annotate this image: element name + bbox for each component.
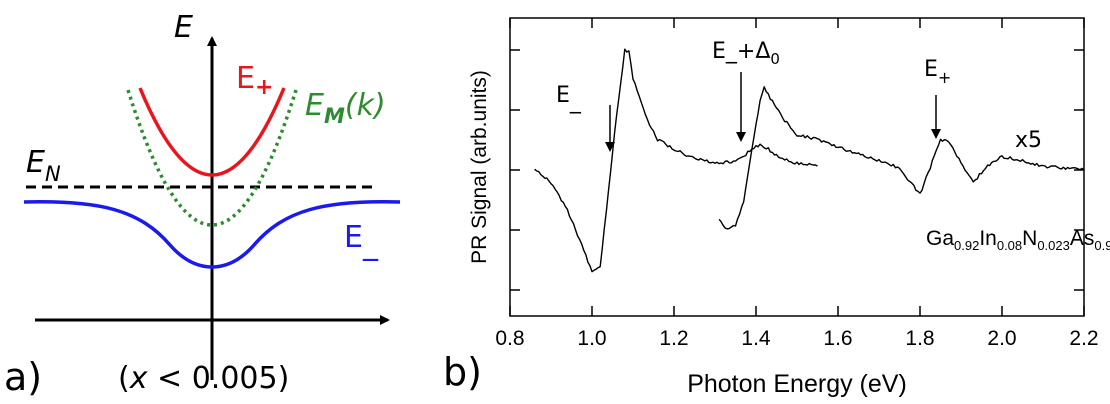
x-tick-label: 2.2 <box>1069 327 1098 350</box>
x-tick-label: 1.6 <box>823 327 852 350</box>
pr-series-2-line <box>718 86 1085 230</box>
annotation-e-plus: E+ <box>924 57 951 139</box>
panel-a: E EN E_ EM(k) E+ a) (x < 0.005) <box>4 10 401 399</box>
x-tick-label: 1.0 <box>577 327 606 350</box>
x-tick-label: 1.2 <box>659 327 688 350</box>
annotation-e-minus: E_ <box>556 83 615 152</box>
panel-a-energy-axis-label: E <box>174 10 193 45</box>
annotation-x5: x5 <box>1015 128 1042 153</box>
en-label: EN <box>26 145 61 186</box>
x-tick-labels: 0.8 1.0 1.2 1.4 1.6 1.8 2.0 2.2 <box>495 327 1098 350</box>
sample-composition: Ga0.92In0.08N0.023As0.977 <box>926 227 1110 253</box>
panel-a-condition: (x < 0.005) <box>118 361 289 396</box>
annotation-e-minus-label: E_ <box>556 83 582 114</box>
annotation-e-minus-delta-label: E_+Δ0 <box>712 39 780 68</box>
x-tick-label: 1.4 <box>741 327 771 350</box>
pr-series-1-line <box>534 48 818 273</box>
e-minus-curve <box>23 200 401 269</box>
e-minus-label: E_ <box>344 220 379 262</box>
plot-frame <box>509 17 1085 317</box>
x-tick-label: 0.8 <box>495 327 524 350</box>
panel-b-label: b) <box>443 350 482 394</box>
e-plus-label: E+ <box>236 61 273 100</box>
y-axis-label: PR Signal (arb.units) <box>468 70 491 264</box>
em-k-label: EM(k) <box>305 88 386 128</box>
y-ticks <box>510 49 1084 291</box>
annotation-e-plus-label: E+ <box>924 57 951 87</box>
panel-a-label: a) <box>4 355 42 399</box>
series-layer <box>534 48 1085 273</box>
annotation-e-minus-delta: E_+Δ0 <box>712 39 780 142</box>
e-plus-curve <box>138 87 286 177</box>
x-tick-label: 1.8 <box>905 327 934 350</box>
panel-b: 0.8 1.0 1.2 1.4 1.6 1.8 2.0 2.2 Photon Energy (… <box>443 17 1110 398</box>
x-axis-label: Photon Energy (eV) <box>687 370 907 398</box>
x-ticks <box>509 18 1085 316</box>
x-tick-label: 2.0 <box>987 327 1016 350</box>
